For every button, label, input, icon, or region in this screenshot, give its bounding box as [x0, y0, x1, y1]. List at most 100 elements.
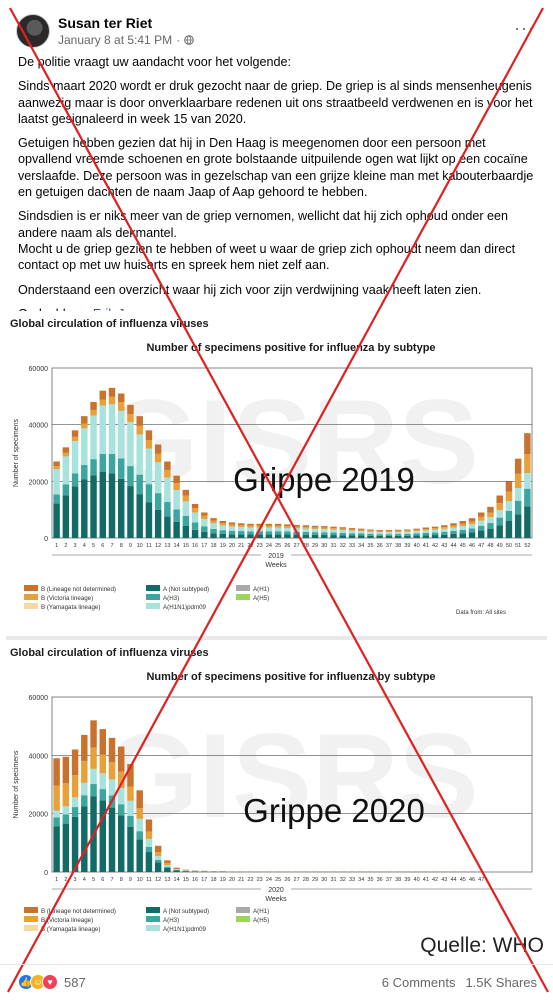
- bar-segment-week-47-a_h1n1pdm09: [478, 520, 485, 526]
- chart-image-2020[interactable]: Global circulation of influenza viruses N…: [6, 640, 547, 958]
- bar-segment-week-10-a_h3: [136, 831, 143, 840]
- bar-segment-week-32-b_victoria: [339, 528, 346, 531]
- bar-segment-week-4-a_not_subtyped: [81, 806, 88, 872]
- x-tick-label: 8: [120, 543, 123, 549]
- legend-entry: A(H1): [253, 586, 269, 593]
- x-tick-label: 15: [183, 877, 189, 883]
- bar-segment-week-8-b_lineage_not_determined: [118, 746, 125, 772]
- bar-segment-week-29-a_h3: [311, 532, 319, 535]
- reactions-summary[interactable]: 👍 ☺ ♥ 587: [18, 974, 86, 990]
- bar-segment-week-26-b_lineage_not_determined: [284, 524, 291, 527]
- y-tick-label: 20000: [29, 479, 49, 486]
- bar-segment-week-13-b_victoria: [164, 863, 171, 865]
- x-tick-label: 47: [478, 543, 484, 549]
- bar-segment-week-4-a_h1n1pdm09: [81, 782, 88, 796]
- bar-segment-week-3-b_lineage_not_determined: [71, 749, 79, 776]
- bar-segment-week-25-b_lineage_not_determined: [274, 523, 282, 526]
- bar-segment-week-39-b_victoria: [404, 530, 411, 532]
- bar-segment-week-9-a_h3: [127, 815, 134, 827]
- bar-segment-week-42-a_h3: [431, 532, 439, 536]
- x-tick-label: 21: [238, 877, 244, 883]
- bar-segment-week-16-a_h1n1pdm09: [191, 512, 199, 523]
- bar-segment-week-5-a_h3: [90, 784, 97, 797]
- bar-segment-week-51-a_not_subtyped: [514, 514, 522, 538]
- bar-segment-week-35-b_lineage_not_determined: [367, 529, 374, 531]
- bar-segment-week-42-a_not_subtyped: [431, 535, 439, 538]
- bar-segment-week-4-a_not_subtyped: [81, 479, 88, 538]
- bar-segment-week-3-b_victoria: [71, 436, 79, 442]
- bar-segment-week-8-b_lineage_not_determined: [118, 393, 125, 403]
- bar-segment-week-50-b_lineage_not_determined: [505, 481, 513, 492]
- bar-segment-week-47-a_h3: [478, 525, 485, 531]
- bar-segment-week-5-a_not_subtyped: [90, 796, 97, 872]
- x-tick-label: 30: [321, 543, 327, 549]
- bar-segment-week-5-b_victoria: [90, 410, 97, 416]
- x-tick-label: 23: [257, 877, 263, 883]
- bar-segment-week-28-a_h1n1pdm09: [302, 528, 310, 532]
- x-tick-label: 29: [312, 543, 318, 549]
- bar-segment-week-47-b_lineage_not_determined: [478, 512, 485, 517]
- post-meta: January 8 at 5:41 PM ·: [58, 33, 194, 47]
- bar-segment-week-7-b_lineage_not_determined: [108, 387, 116, 397]
- bar-segment-week-9-a_h3: [127, 466, 134, 487]
- x-tick-label: 4: [83, 543, 86, 549]
- bar-segment-week-1-b_victoria: [53, 785, 60, 811]
- bar-segment-week-17-b_victoria: [201, 515, 208, 520]
- bar-segment-week-16-a_h3: [191, 522, 199, 530]
- bar-segment-week-20-a_h1n1pdm09: [228, 526, 236, 531]
- bar-segment-week-15-b_lineage_not_determined: [182, 869, 190, 871]
- bar-segment-week-43-a_h3: [441, 531, 448, 535]
- bar-segment-week-41-a_h3: [422, 532, 430, 536]
- bar-segment-week-19-b_victoria: [219, 523, 226, 526]
- bar-segment-week-1-a_h3: [53, 494, 60, 504]
- bar-segment-week-10-b_lineage_not_determined: [136, 416, 143, 426]
- bar-segment-week-49-a_not_subtyped: [496, 525, 503, 538]
- more-options-icon[interactable]: ···: [514, 18, 535, 38]
- bar-segment-week-7-b_victoria: [108, 761, 116, 780]
- x-tick-label: 24: [266, 877, 272, 883]
- bar-segment-week-30-a_h3: [321, 532, 328, 535]
- comments-count[interactable]: 6 Comments: [381, 975, 456, 990]
- bar-segment-week-9-a_not_subtyped: [127, 486, 134, 538]
- bar-segment-week-50-a_not_subtyped: [505, 521, 513, 538]
- bar-segment-week-6-a_h1n1pdm09: [99, 773, 106, 790]
- author-name[interactable]: Susan ter Riet: [58, 15, 153, 31]
- bar-segment-week-12-a_not_subtyped: [154, 509, 162, 538]
- bar-segment-week-2-b_victoria: [62, 452, 70, 457]
- x-tick-label: 21: [238, 543, 244, 549]
- x-tick-label: 22: [247, 543, 253, 549]
- bar-segment-week-30-a_h1n1pdm09: [321, 529, 328, 533]
- bar-segment-week-14-b_lineage_not_determined: [173, 475, 180, 484]
- bar-segment-week-9-a_h1n1pdm09: [127, 422, 134, 467]
- bar-segment-week-13-b_lineage_not_determined: [164, 860, 171, 864]
- x-tick-label: 42: [432, 877, 438, 883]
- avatar[interactable]: [16, 14, 50, 48]
- bar-segment-week-5-a_not_subtyped: [90, 475, 97, 538]
- bar-segment-week-34-a_h1n1pdm09: [358, 531, 365, 534]
- x-tick-label: 33: [349, 877, 355, 883]
- bar-segment-week-17-a_h1n1pdm09: [201, 519, 208, 527]
- shares-count[interactable]: 1.5K Shares: [465, 975, 537, 990]
- x-tick-label: 35: [367, 877, 373, 883]
- legend-swatch: [24, 594, 38, 600]
- legend-swatch: [24, 907, 38, 913]
- bar-segment-week-12-b_lineage_not_determined: [154, 444, 162, 454]
- bar-segment-week-6-a_not_subtyped: [99, 471, 106, 538]
- bar-segment-week-14-a_h1n1pdm09: [173, 869, 180, 871]
- bar-segment-week-44-a_not_subtyped: [450, 534, 457, 538]
- bar-segment-week-14-a_not_subtyped: [173, 870, 180, 872]
- bar-segment-week-11-a_h1n1pdm09: [145, 448, 153, 485]
- chart-title: Global circulation of influenza viruses: [10, 318, 209, 330]
- bar-segment-week-45-b_victoria: [459, 523, 466, 527]
- x-tick-label: 45: [460, 543, 466, 549]
- chart-overlay-text: Grippe 2020: [243, 792, 425, 829]
- chart-image-2019[interactable]: Global circulation of influenza viruses N…: [6, 311, 547, 636]
- post-timestamp[interactable]: January 8 at 5:41 PM: [58, 33, 173, 47]
- bar-segment-week-43-a_not_subtyped: [441, 534, 448, 538]
- bar-segment-week-19-b_lineage_not_determined: [219, 521, 226, 524]
- bar-segment-week-14-a_not_subtyped: [173, 521, 180, 538]
- legend-swatch: [24, 925, 38, 931]
- x-tick-label: 25: [275, 543, 281, 549]
- x-tick-label: 38: [395, 543, 401, 549]
- bar-segment-week-51-b_lineage_not_determined: [514, 458, 522, 474]
